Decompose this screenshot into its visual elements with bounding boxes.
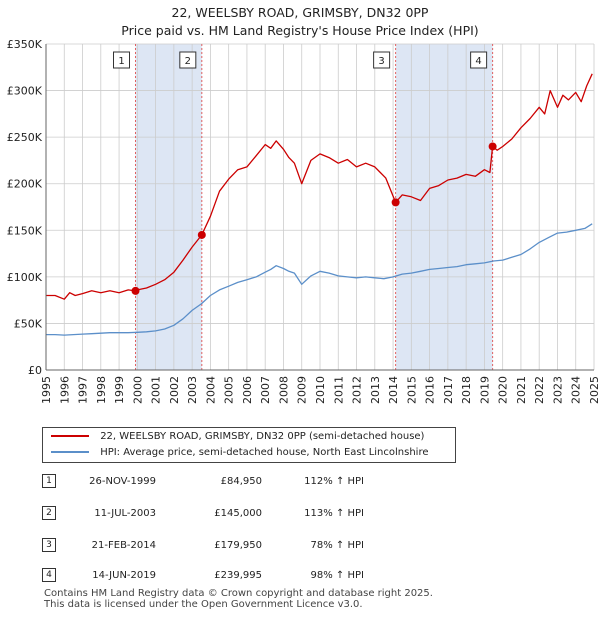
x-tick-label: 2011	[332, 376, 345, 404]
x-tick-label: 2008	[277, 376, 290, 404]
x-tick-label: 2025	[588, 376, 600, 404]
marker-box	[113, 51, 131, 69]
y-tick-label: £250K	[7, 131, 43, 144]
hpi-line	[46, 223, 593, 336]
table-row: 3 21-FEB-2014 £179,950 78% ↑ HPI	[42, 537, 382, 555]
y-tick-label: £350K	[7, 38, 43, 51]
marker-label-2: 2	[179, 51, 197, 69]
sale-hpi-change: 98% ↑ HPI	[310, 570, 364, 581]
footer-attribution: Contains HM Land Registry data © Crown c…	[44, 588, 433, 610]
x-tick-label: 2005	[223, 376, 236, 404]
sale-number-badge: 2	[42, 506, 56, 520]
x-tick-label: 1996	[58, 376, 71, 404]
y-tick-label: £0	[28, 364, 42, 377]
sale-number-badge: 1	[42, 474, 56, 488]
marker-label-1: 1	[113, 51, 131, 69]
sale-date: 11-JUL-2003	[94, 508, 156, 519]
sale-hpi-change: 113% ↑ HPI	[304, 508, 364, 519]
x-tick-label: 2024	[570, 376, 583, 404]
sale-date: 14-JUN-2019	[92, 570, 156, 581]
x-tick-label: 2006	[241, 376, 254, 404]
x-tick-label: 2004	[204, 376, 217, 404]
legend-swatch-property	[51, 435, 89, 437]
table-row: 4 14-JUN-2019 £239,995 98% ↑ HPI	[42, 567, 382, 585]
sale-hpi-change: 78% ↑ HPI	[310, 540, 364, 551]
marker-box	[179, 51, 197, 69]
sale-point-4	[488, 142, 497, 151]
footer-line2: This data is licensed under the Open Gov…	[44, 599, 363, 610]
x-tick-label: 2022	[533, 376, 546, 404]
price-chart: 1 2 3 4 £0 £50K £100K £150K £200K £250K £300K £350K…	[7, 38, 600, 404]
chart-title: 22, WEELSBY ROAD, GRIMSBY, DN32 0PP Pric…	[0, 4, 600, 40]
sale-point-3	[391, 198, 400, 207]
x-tick-label: 2010	[314, 376, 327, 404]
x-tick-label: 2016	[424, 376, 437, 404]
x-tick-label: 2000	[131, 376, 144, 404]
shaded-band-1	[135, 44, 202, 370]
marker-label-4: 4	[470, 51, 488, 69]
legend: 22, WEELSBY ROAD, GRIMSBY, DN32 0PP (sem…	[42, 427, 456, 463]
x-tick-label: 1997	[77, 376, 90, 404]
x-tick-label: 2017	[442, 376, 455, 404]
marker-label-3: 3	[373, 51, 391, 69]
sale-point-2	[197, 230, 206, 239]
sale-price: £84,950	[220, 476, 262, 487]
x-tick-label: 2003	[186, 376, 199, 404]
sale-price: £179,950	[214, 540, 262, 551]
x-tick-label: 2012	[351, 376, 364, 404]
y-tick-label: £50K	[14, 317, 43, 330]
sale-date: 21-FEB-2014	[91, 540, 156, 551]
x-tick-label: 2001	[150, 376, 163, 404]
y-tick-label: £300K	[7, 85, 43, 98]
x-tick-label: 2021	[515, 376, 528, 404]
legend-item-property: 22, WEELSBY ROAD, GRIMSBY, DN32 0PP (sem…	[51, 429, 424, 445]
shaded-band-2	[395, 44, 493, 370]
x-tick-label: 1995	[40, 376, 53, 404]
y-tick-label: £100K	[7, 271, 43, 284]
x-tick-label: 2002	[168, 376, 181, 404]
x-tick-label: 2014	[387, 376, 400, 404]
legend-label-hpi: HPI: Average price, semi-detached house,…	[100, 447, 429, 458]
sale-date: 26-NOV-1999	[89, 476, 156, 487]
x-tick-label: 2015	[405, 376, 418, 404]
marker-number: 2	[185, 56, 191, 67]
sale-number-badge: 3	[42, 538, 56, 552]
footer-line1: Contains HM Land Registry data © Crown c…	[44, 588, 433, 599]
x-tick-label: 2019	[478, 376, 491, 404]
x-tick-label: 2013	[369, 376, 382, 404]
table-row: 1 26-NOV-1999 £84,950 112% ↑ HPI	[42, 473, 382, 491]
chart-title-line2: Price paid vs. HM Land Registry's House …	[121, 23, 479, 38]
y-tick-label: £200K	[7, 178, 43, 191]
table-row: 2 11-JUL-2003 £145,000 113% ↑ HPI	[42, 505, 382, 523]
x-tick-label: 2007	[259, 376, 272, 404]
marker-number: 4	[475, 56, 481, 67]
x-tick-label: 2023	[551, 376, 564, 404]
sale-hpi-change: 112% ↑ HPI	[304, 476, 364, 487]
chart-title-line1: 22, WEELSBY ROAD, GRIMSBY, DN32 0PP	[171, 5, 429, 20]
sale-price: £239,995	[214, 570, 262, 581]
marker-number: 3	[378, 56, 384, 67]
marker-number: 1	[118, 56, 124, 67]
x-tick-label: 2020	[497, 376, 510, 404]
legend-item-hpi: HPI: Average price, semi-detached house,…	[51, 445, 428, 461]
sale-point-1	[131, 286, 140, 295]
marker-box	[373, 51, 391, 69]
y-tick-label: £150K	[7, 224, 43, 237]
sale-number-badge: 4	[42, 568, 56, 582]
x-tick-label: 2009	[296, 376, 309, 404]
legend-swatch-hpi	[51, 451, 89, 453]
sale-price: £145,000	[214, 508, 262, 519]
marker-box	[470, 51, 488, 69]
legend-label-property: 22, WEELSBY ROAD, GRIMSBY, DN32 0PP (sem…	[100, 431, 425, 442]
x-tick-label: 1998	[95, 376, 108, 404]
property-price-line	[46, 73, 593, 300]
x-tick-label: 1999	[113, 376, 126, 404]
x-tick-label: 2018	[460, 376, 473, 404]
